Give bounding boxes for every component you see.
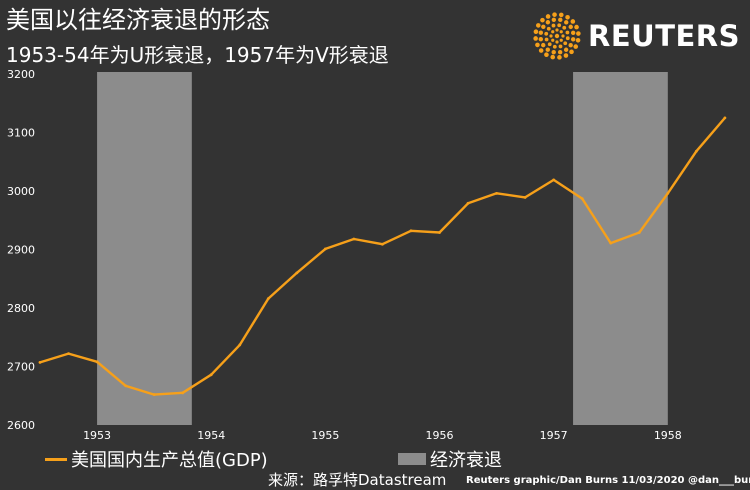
gdp-data-point xyxy=(552,178,556,182)
x-tick-label: 1955 xyxy=(311,429,339,442)
gdp-series xyxy=(38,116,727,396)
gdp-data-point xyxy=(409,229,413,233)
graphic-credit: Reuters graphic/Dan Burns 11/03/2020 @da… xyxy=(466,475,750,486)
chart-axes: 2600 2700 2800 2900 3000 3100 3200 1953 1954 1955… xyxy=(7,68,682,442)
x-tick-label: 1954 xyxy=(197,429,225,442)
legend-line-swatch xyxy=(45,457,67,461)
gdp-data-point xyxy=(266,297,270,301)
gdp-data-point xyxy=(666,191,670,195)
y-tick-label: 3200 xyxy=(7,68,35,81)
gdp-data-point xyxy=(323,247,327,251)
gdp-data-point xyxy=(38,361,42,364)
gdp-data-point xyxy=(580,197,584,201)
gdp-data-point xyxy=(124,384,128,388)
legend-recession-swatch xyxy=(398,453,426,465)
gdp-data-point xyxy=(295,271,299,275)
gdp-data-point xyxy=(381,242,384,246)
chart-subtitle: 1953-54年为U形衰退，1957年为V形衰退 xyxy=(6,43,389,67)
legend-item-recession: 经济衰退 xyxy=(398,449,502,473)
x-tick-label: 1956 xyxy=(426,429,454,442)
reuters-logo-icon xyxy=(533,12,581,60)
x-tick-label: 1953 xyxy=(83,429,111,442)
source-note: 来源：路孚特Datastream xyxy=(268,471,447,489)
x-tick-label: 1958 xyxy=(654,429,682,442)
gdp-data-point xyxy=(609,241,613,245)
legend-item-gdp: 美国国内生产总值(GDP) xyxy=(45,449,268,473)
recession-bands xyxy=(97,72,668,425)
gdp-data-point xyxy=(438,231,441,234)
gdp-data-point xyxy=(466,201,470,205)
gdp-data-point xyxy=(209,373,213,377)
gdp-data-point xyxy=(352,237,356,241)
reuters-brand: REUTERS xyxy=(588,19,740,53)
x-tick-label: 1957 xyxy=(540,429,568,442)
gdp-data-point xyxy=(723,116,727,120)
gdp-data-point xyxy=(694,149,698,153)
y-tick-label: 2600 xyxy=(7,419,35,432)
gdp-data-point xyxy=(95,360,99,364)
gdp-data-point xyxy=(181,391,185,395)
legend-recession-label: 经济衰退 xyxy=(430,450,502,471)
recession-band-2 xyxy=(573,72,668,425)
y-tick-label: 2900 xyxy=(7,244,35,257)
gdp-data-point xyxy=(238,343,242,347)
recession-band-1 xyxy=(97,72,192,425)
gdp-data-point xyxy=(637,231,641,234)
chart-title: 美国以往经济衰退的形态 xyxy=(6,6,270,34)
gdp-data-point xyxy=(152,393,156,396)
gdp-data-point xyxy=(523,196,527,199)
y-tick-label: 2700 xyxy=(7,361,35,374)
y-tick-label: 3000 xyxy=(7,185,35,198)
y-tick-label: 2800 xyxy=(7,302,35,315)
gdp-data-point xyxy=(67,352,70,356)
y-tick-label: 3100 xyxy=(7,127,35,140)
gdp-data-point xyxy=(495,191,498,195)
legend-gdp-label: 美国国内生产总值(GDP) xyxy=(71,450,268,471)
